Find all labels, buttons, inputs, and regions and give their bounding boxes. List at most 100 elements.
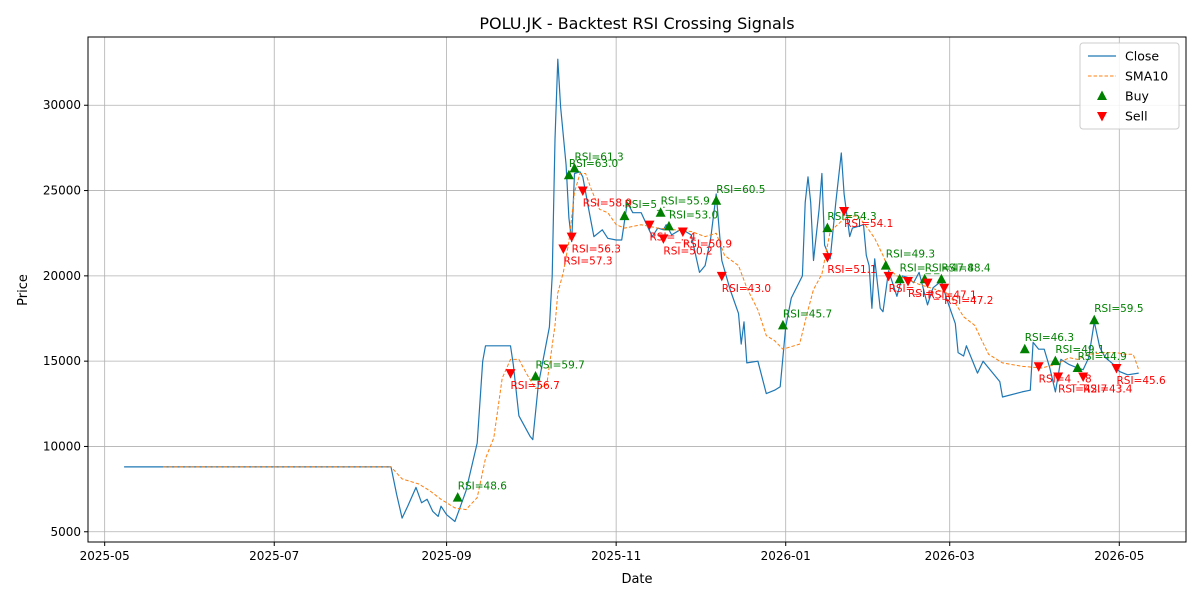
buy-marker (655, 207, 666, 217)
buy-marker (1050, 355, 1061, 366)
sell-label: RSI=45.6 (1117, 375, 1167, 387)
x-tick-label: 2025-07 (249, 549, 299, 563)
sma10-line (163, 173, 1140, 511)
axes-frame (87, 36, 1187, 543)
sell-label: RSI=56.3 (572, 244, 621, 256)
x-axis: 2025-05 2025-07 2025-09 2025-11 2026-01 2026-… (80, 542, 1144, 563)
y-axis: 5000 10000 15000 20000 25000 30000 (43, 98, 88, 539)
buy-marker (894, 273, 905, 284)
sell-label: RSI=57.3 (563, 256, 612, 268)
buy-label: RSI=54.3 (827, 211, 876, 223)
sell-label: RSI=_._ (889, 283, 929, 295)
buy-marker (530, 371, 541, 381)
sell-marker (505, 369, 516, 379)
legend-label: Close (1125, 49, 1159, 64)
buy-marker (619, 210, 630, 221)
sell-marker (922, 278, 933, 289)
buy-marker (711, 195, 722, 205)
sell-marker (558, 244, 569, 255)
buy-marker (1089, 314, 1100, 325)
buy-label: RSI=59.7 (536, 360, 585, 372)
buy-marker (563, 169, 574, 180)
buy-label: RSI=53.0 (669, 209, 718, 221)
sell-label: RSI=47.2 (944, 295, 993, 307)
sell-label: RSI=54.1 (844, 218, 893, 230)
sell-label: RSI=51.1 (827, 264, 876, 276)
buy-marker (663, 220, 674, 231)
sell-marker (1053, 372, 1064, 383)
sell-marker (1111, 363, 1122, 374)
buy-label: RSI=47.8 (925, 262, 974, 274)
buy-label: RSI=45.7 (783, 308, 832, 320)
buy-marker (777, 319, 788, 330)
sell-label: RSI=43.0 (722, 283, 771, 295)
x-tick-label: 2025-11 (591, 549, 641, 563)
buy-label: RSI=46.3 (1025, 332, 1074, 344)
chart-title: POLU.JK - Backtest RSI Crossing Signals (479, 14, 794, 33)
legend-box (1079, 42, 1180, 130)
buy-marker (1072, 362, 1083, 372)
legend-label: Sell (1125, 109, 1148, 124)
buy-label: RSI=48.4 (941, 262, 991, 274)
sell-label: RSI=43.4 (1083, 384, 1133, 396)
buy-label: RSI=59.5 (1094, 303, 1143, 315)
series-layer (124, 58, 1140, 523)
y-tick-label: 20000 (43, 269, 81, 283)
sell-label: RSI=56.7 (511, 380, 560, 392)
buy-label: RSI=49.3 (886, 249, 935, 261)
buy-label: RSI=55.9 (661, 196, 710, 208)
legend-swatch-sell (1097, 112, 1107, 122)
close-line (124, 58, 1139, 523)
y-axis-label: Price (16, 274, 31, 306)
legend: Close SMA10 Buy Sell (1079, 42, 1180, 130)
y-tick-label: 30000 (43, 98, 81, 112)
sell-marker (716, 271, 727, 282)
sell-label: RSI=50.9 (683, 238, 732, 250)
sell-label: RSI=4_._8 (1039, 373, 1092, 385)
sell-label: RSI=47.1 (927, 290, 976, 302)
sell-marker (677, 227, 688, 237)
y-tick-label: 25000 (43, 184, 81, 198)
x-tick-label: 2025-05 (80, 549, 130, 563)
sell-marker (1033, 362, 1044, 372)
sell-marker (658, 234, 669, 244)
y-tick-label: 5000 (50, 525, 81, 539)
x-tick-label: 2026-01 (761, 549, 811, 563)
buy-label: RSI=48.6 (458, 481, 508, 493)
buy-label: RSI=44.9 (1078, 351, 1127, 363)
buy-marker (569, 162, 580, 173)
buy-marker (1019, 343, 1030, 354)
y-tick-label: 15000 (43, 354, 81, 368)
buy-label: RSI=61.3 (574, 151, 623, 163)
sell-marker (644, 220, 655, 231)
sell-label: RSI=58.9 (583, 198, 632, 210)
sell-label: RSI=50.2 (663, 245, 712, 257)
buy-marker (936, 273, 947, 284)
legend-label: SMA10 (1125, 69, 1168, 84)
buy-label: RSI=49.1 (1055, 344, 1104, 356)
buy-label: RSI=5_._ (624, 199, 671, 211)
buy-marker (822, 222, 833, 233)
x-tick-label: 2026-03 (925, 549, 975, 563)
buy-marker (880, 260, 891, 270)
sell-label: RSI=42.7 (1058, 384, 1107, 396)
sell-marker (939, 283, 950, 294)
x-axis-label: Date (621, 572, 652, 587)
sell-marker (577, 186, 588, 197)
sell-marker (566, 232, 577, 243)
sell-label: RSI=_._ (908, 288, 948, 300)
buy-label: RSI=60.5 (716, 184, 765, 196)
x-tick-label: 2025-09 (422, 549, 472, 563)
sell-marker (822, 253, 833, 263)
grid (88, 37, 1186, 542)
sell-marker (883, 271, 894, 282)
legend-swatch-buy (1097, 90, 1107, 100)
buy-label: RSI=63.0 (569, 158, 618, 170)
y-tick-label: 10000 (43, 439, 81, 453)
sell-marker (839, 207, 850, 217)
buy-marker (452, 492, 463, 502)
